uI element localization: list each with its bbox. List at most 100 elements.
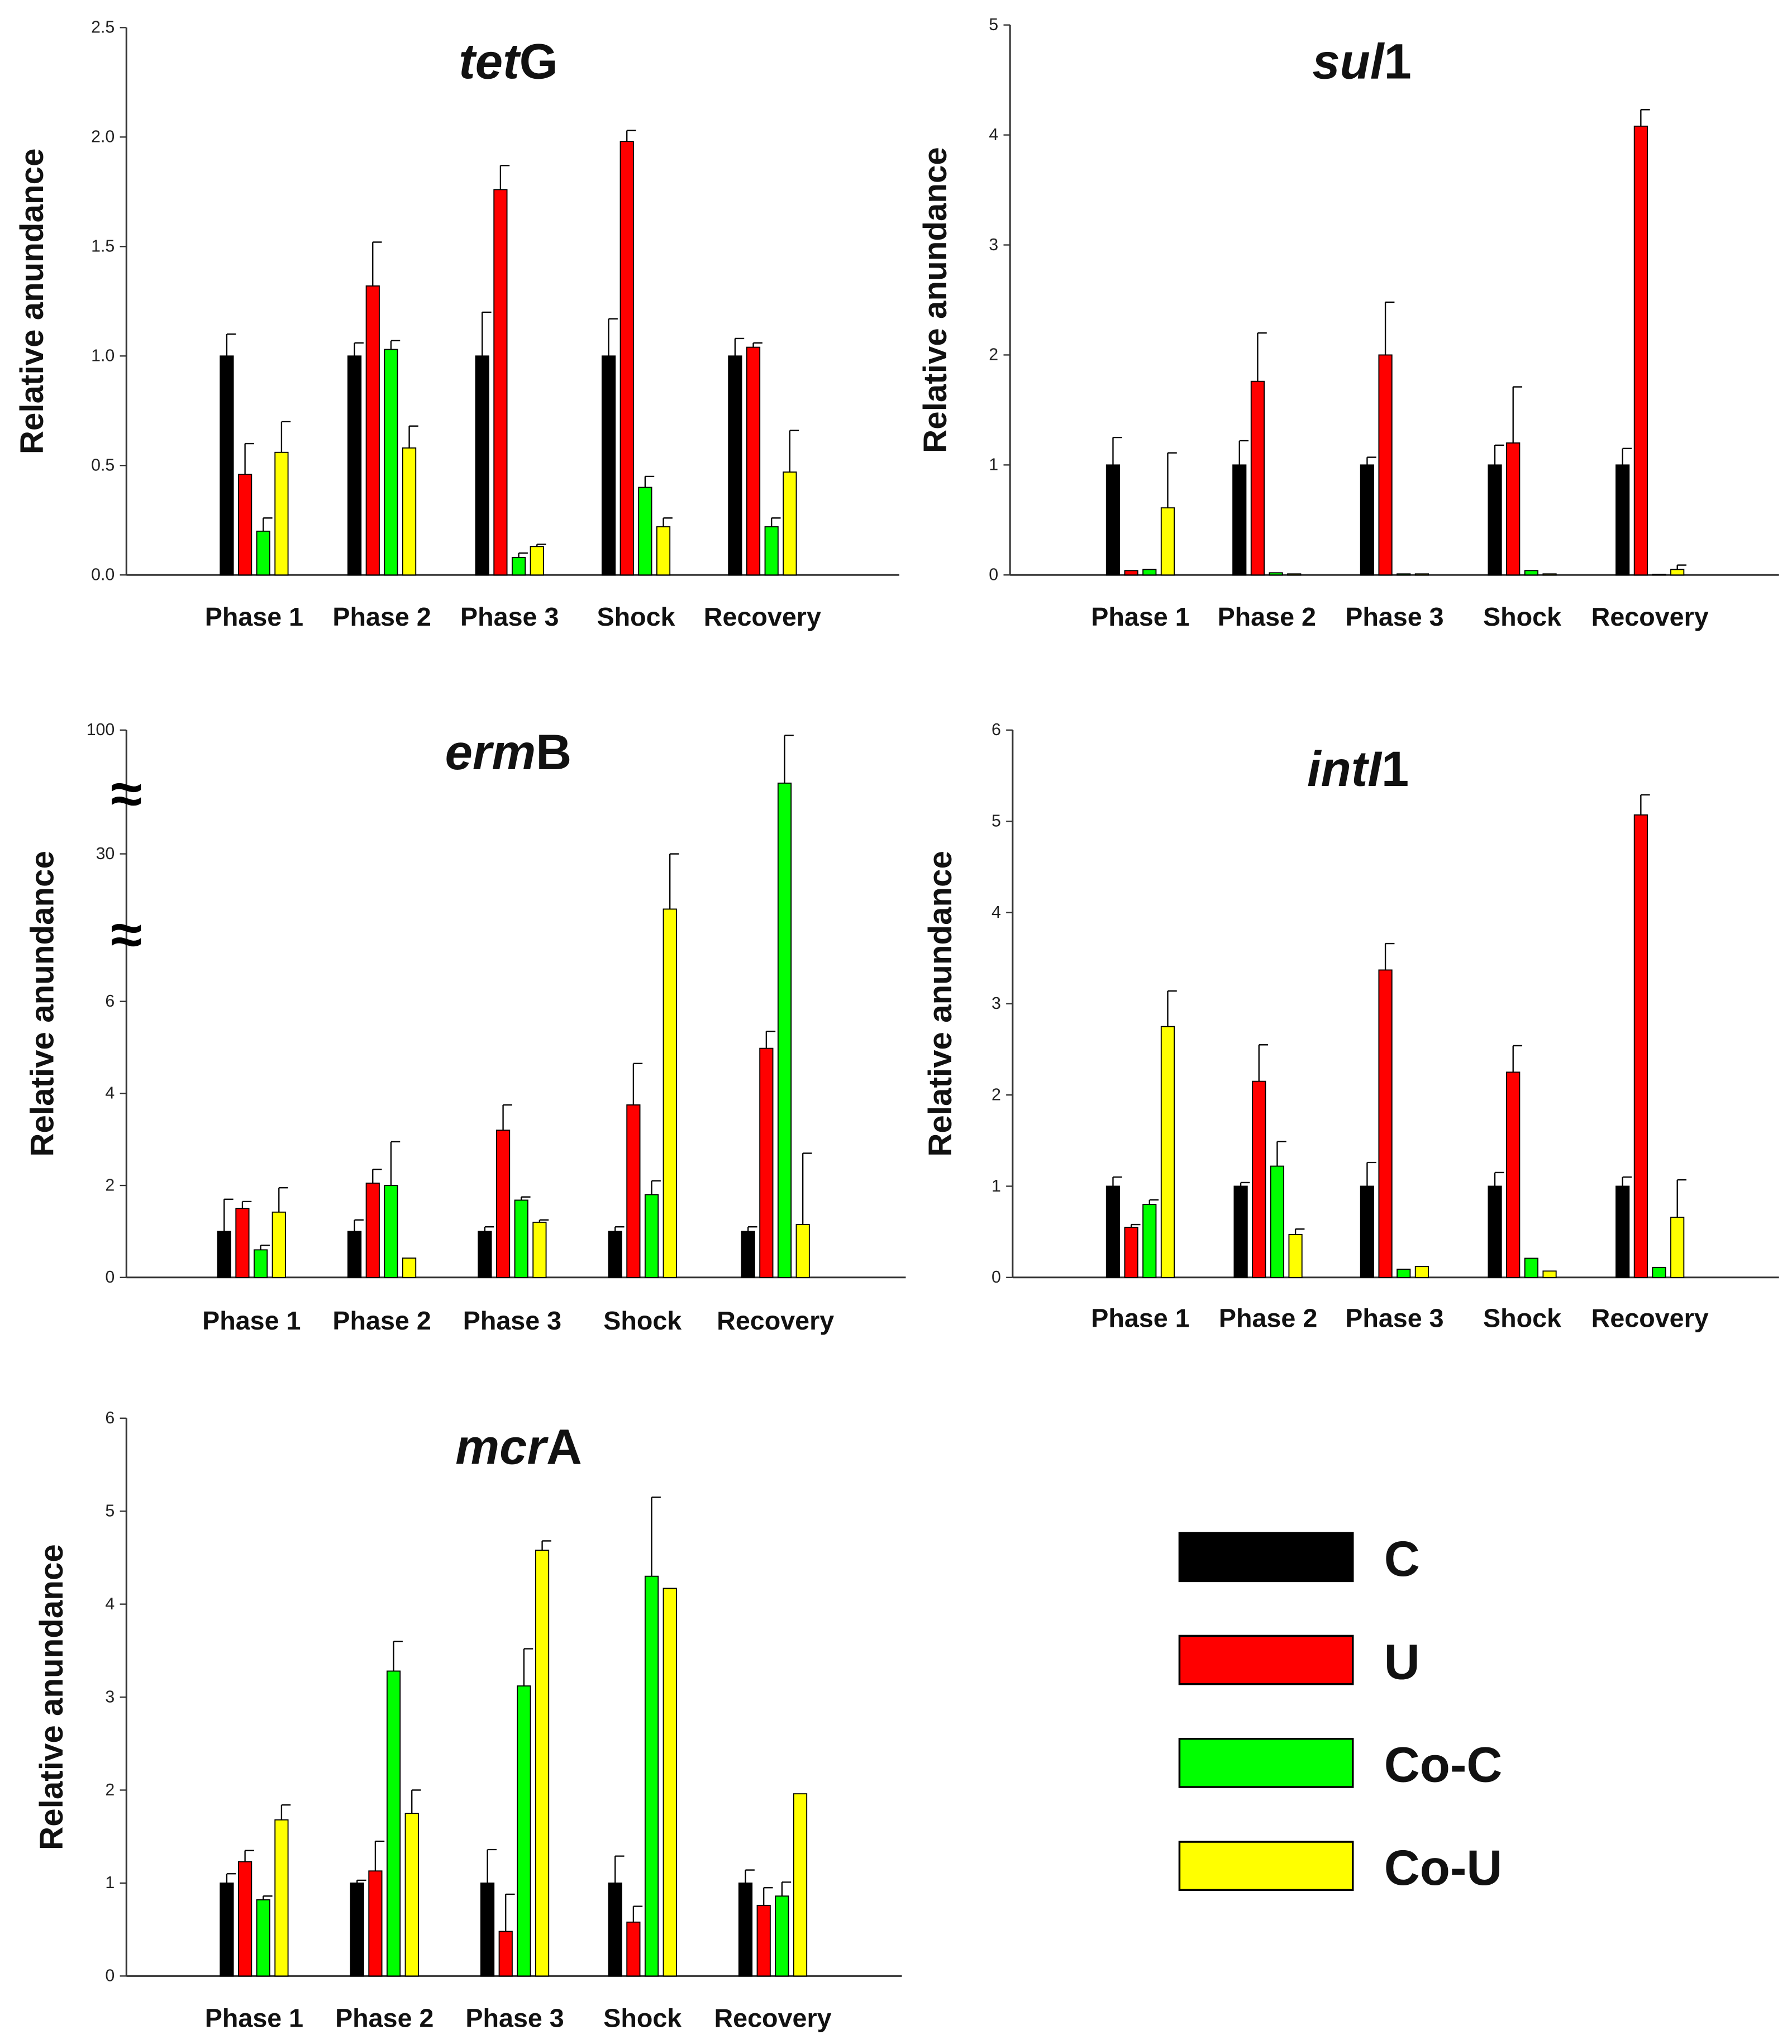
bar-u xyxy=(1506,1071,1521,1278)
bar-u xyxy=(1378,969,1393,1278)
bar-co-c xyxy=(514,1199,528,1278)
y-tick-label: 4 xyxy=(105,1595,115,1613)
legend-swatch-co-u xyxy=(1178,1841,1354,1891)
bar-c xyxy=(608,1882,622,1977)
title-italic: tet xyxy=(459,34,521,89)
bar-co-c xyxy=(775,1895,789,1977)
bar-u xyxy=(1250,380,1265,576)
bar-co-c xyxy=(644,1575,659,1977)
bar-u xyxy=(619,141,634,576)
x-tick-label: Phase 2 xyxy=(332,1306,431,1335)
x-tick-label: Phase 2 xyxy=(1219,1303,1317,1332)
bar-co-u xyxy=(1414,573,1429,576)
bar-c xyxy=(1233,1185,1248,1278)
bar-u xyxy=(365,285,380,576)
bar-c xyxy=(347,1231,362,1278)
bar-co-c xyxy=(254,1249,268,1278)
legend-label: C xyxy=(1384,1531,1420,1586)
panel-mcrA: 0 1 2 3 4 5 6 mcrA Relative anundance Phase 1 Phas… xyxy=(34,1409,902,2032)
bar-co-u xyxy=(530,546,544,576)
legend-label: Co-C xyxy=(1384,1737,1503,1793)
bar-co-u xyxy=(663,1588,677,1977)
y-tick-label: 0 xyxy=(105,1268,115,1287)
x-tick-label: Phase 1 xyxy=(205,2003,303,2032)
x-tick-label: Phase 2 xyxy=(1218,602,1316,631)
bar-c xyxy=(475,355,489,576)
x-tick-label: Phase 3 xyxy=(1345,602,1443,631)
y-tick-label: 4 xyxy=(992,903,1001,922)
y-tick-label: 3 xyxy=(989,236,998,254)
bar-u xyxy=(235,1208,250,1278)
bar-c xyxy=(1105,1185,1121,1278)
bar-co-u xyxy=(532,1222,547,1278)
x-tick-label: Phase 1 xyxy=(1091,602,1189,631)
bar-c xyxy=(347,355,362,576)
bar-c xyxy=(220,1882,234,1977)
x-tick-label: Shock xyxy=(1483,602,1561,631)
x-tick-label: Recovery xyxy=(714,2003,831,2032)
bar-c xyxy=(1488,1185,1502,1278)
bar-co-c xyxy=(1269,572,1283,576)
x-tick-label: Phase 3 xyxy=(465,2003,564,2032)
y-axis-label: Relative anundance xyxy=(14,148,50,454)
bar-co-c xyxy=(1524,1257,1538,1278)
x-tick-label: Shock xyxy=(597,602,675,631)
bar-u xyxy=(368,1870,383,1977)
bar-co-c xyxy=(1397,573,1411,576)
panel-tetG: 0.0 0.5 1.0 1.5 2.0 2.5 tetG Relative anundance… xyxy=(14,18,899,631)
bar-u xyxy=(498,1931,513,1977)
bar-c xyxy=(217,1231,231,1278)
y-tick-label: 0 xyxy=(105,1967,115,1985)
title-rest: G xyxy=(520,34,558,89)
x-tick-label: Shock xyxy=(603,2003,681,2032)
bar-c xyxy=(220,355,234,576)
bar-u xyxy=(493,189,508,576)
bar-c xyxy=(601,355,616,576)
bar-co-u xyxy=(795,1224,810,1278)
y-axis-label: Relative anundance xyxy=(34,1544,70,1850)
bar-u xyxy=(1378,354,1393,576)
bar-co-c xyxy=(1142,569,1157,576)
bar-u xyxy=(238,474,252,576)
bar-co-u xyxy=(783,471,797,576)
legend: CU Co-C Co-U xyxy=(1178,1531,1503,1895)
chart-title: ermB xyxy=(445,725,572,780)
y-tick-label: 1 xyxy=(105,1874,115,1892)
y-tick-label: 0 xyxy=(992,1268,1001,1287)
legend-label: U xyxy=(1384,1634,1420,1689)
bar-co-c xyxy=(1652,574,1666,576)
y-tick-label: 1.5 xyxy=(91,237,115,256)
x-tick-label: Recovery xyxy=(1591,602,1709,631)
bar-u xyxy=(1633,125,1648,576)
bar-co-u xyxy=(1160,507,1175,576)
bar-co-u xyxy=(535,1550,550,1977)
bar-co-c xyxy=(1652,1266,1666,1278)
y-tick-label: 6 xyxy=(105,1409,115,1427)
bar-c xyxy=(608,1231,622,1278)
x-tick-label: Phase 3 xyxy=(460,602,559,631)
y-tick-label: 6 xyxy=(105,992,115,1011)
bar-u xyxy=(1252,1080,1266,1278)
legend-label: Co-U xyxy=(1384,1840,1503,1895)
y-tick-label: 5 xyxy=(989,16,998,34)
y-tick-label: 1 xyxy=(989,456,998,474)
y-tick-label: 5 xyxy=(105,1502,115,1521)
bar-co-c xyxy=(256,1899,270,1977)
legend-swatch-c xyxy=(1178,1532,1354,1583)
bar-co-c xyxy=(777,782,792,1278)
bar-u xyxy=(1124,1227,1138,1278)
y-tick-label: 0.0 xyxy=(91,566,115,584)
y-tick-label: 100 xyxy=(87,721,115,739)
y-axis-label: Relative anundance xyxy=(25,851,61,1157)
bar-co-c xyxy=(1142,1204,1157,1278)
x-tick-label: Phase 3 xyxy=(463,1306,561,1335)
y-tick-label: 6 xyxy=(992,721,1001,739)
bar-c xyxy=(350,1882,364,1977)
x-tick-label: Phase 1 xyxy=(202,1306,301,1335)
bar-co-c xyxy=(1270,1165,1285,1278)
y-tick-label: 2 xyxy=(989,346,998,364)
